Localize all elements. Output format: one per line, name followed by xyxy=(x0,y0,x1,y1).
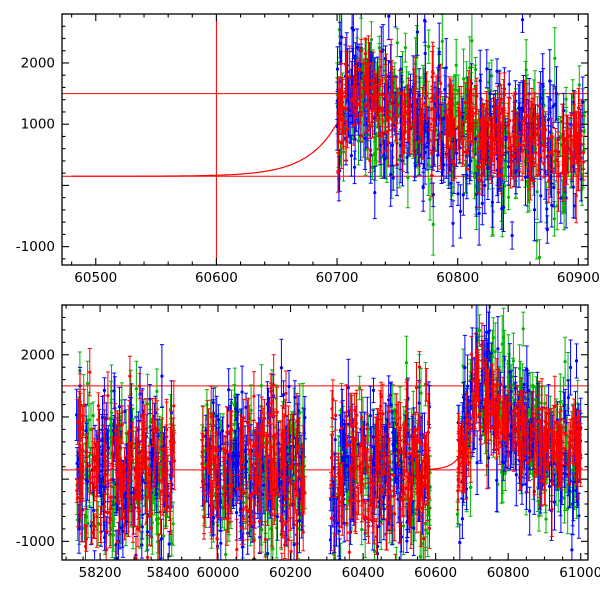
x-tick-label: 60800 xyxy=(487,565,530,581)
x-tick-label: 60400 xyxy=(342,565,385,581)
x-tick-label: 61000 xyxy=(559,565,600,581)
y-tick-label: -1000 xyxy=(16,239,55,255)
axis-ticks xyxy=(62,304,588,560)
x-tick-label: 60500 xyxy=(74,270,117,286)
x-tick-label: 58400 xyxy=(147,565,190,581)
red-band-points xyxy=(336,49,586,198)
x-tick-label: 60600 xyxy=(414,565,457,581)
x-tick-label: 60900 xyxy=(557,270,600,286)
y-tick-label: 1000 xyxy=(21,117,55,133)
axes-frame xyxy=(61,304,589,561)
y-tick-label: 2000 xyxy=(21,347,55,363)
x-tick-label: 60600 xyxy=(195,270,238,286)
x-tick-label: 60800 xyxy=(436,270,479,286)
axis-labels: 58200 58400 60000 60200 60400 60600 60800 61000… xyxy=(16,347,600,581)
red-band-points xyxy=(75,344,583,560)
axis-ticks xyxy=(62,13,588,265)
y-tick-label: -1000 xyxy=(16,534,55,550)
reference-lines xyxy=(62,14,588,265)
model-curve xyxy=(71,90,353,177)
y-tick-label: 2000 xyxy=(21,55,55,71)
axes-frame xyxy=(61,13,589,266)
y-tick-label: 1000 xyxy=(21,409,55,425)
panel-bottom: 58200 58400 60000 60200 60400 60600 60800 61000… xyxy=(16,304,600,581)
x-tick-label: 60200 xyxy=(269,565,312,581)
x-tick-label: 60000 xyxy=(196,565,239,581)
panel-top: 60500 60600 60700 60800 60900 -1000 1000 2000 xyxy=(16,13,600,286)
axis-labels: 60500 60600 60700 60800 60900 -1000 1000 2000 xyxy=(16,55,600,286)
x-tick-label: 58200 xyxy=(79,565,122,581)
x-tick-label: 60700 xyxy=(316,270,359,286)
